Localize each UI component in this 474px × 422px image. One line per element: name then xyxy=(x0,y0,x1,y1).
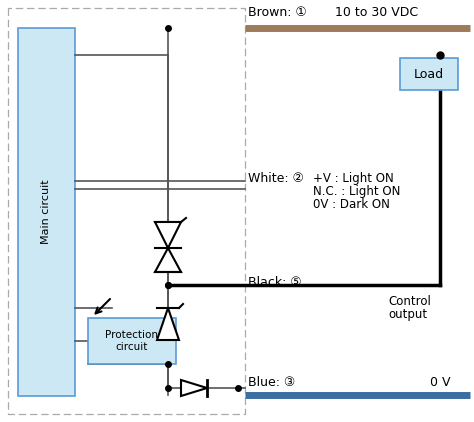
Polygon shape xyxy=(181,380,207,396)
Text: White: ②: White: ② xyxy=(248,172,304,185)
Text: 0V : Dark ON: 0V : Dark ON xyxy=(313,198,390,211)
Text: +V : Light ON: +V : Light ON xyxy=(313,172,394,185)
Polygon shape xyxy=(155,222,181,248)
Text: Protection
circuit: Protection circuit xyxy=(106,330,158,352)
Text: Control: Control xyxy=(388,295,431,308)
Text: Main circuit: Main circuit xyxy=(41,180,51,244)
Bar xyxy=(88,318,176,364)
Text: Load: Load xyxy=(414,68,444,81)
Polygon shape xyxy=(155,248,181,272)
Text: Brown: ①: Brown: ① xyxy=(248,6,307,19)
Text: Blue: ③: Blue: ③ xyxy=(248,376,295,389)
Text: output: output xyxy=(388,308,427,321)
Text: N.C. : Light ON: N.C. : Light ON xyxy=(313,185,401,198)
Text: 10 to 30 VDC: 10 to 30 VDC xyxy=(335,6,418,19)
Polygon shape xyxy=(157,308,179,340)
Bar xyxy=(400,58,458,90)
Bar xyxy=(18,28,75,396)
Text: Black: ⑤: Black: ⑤ xyxy=(248,276,301,289)
Text: 0 V: 0 V xyxy=(430,376,450,389)
